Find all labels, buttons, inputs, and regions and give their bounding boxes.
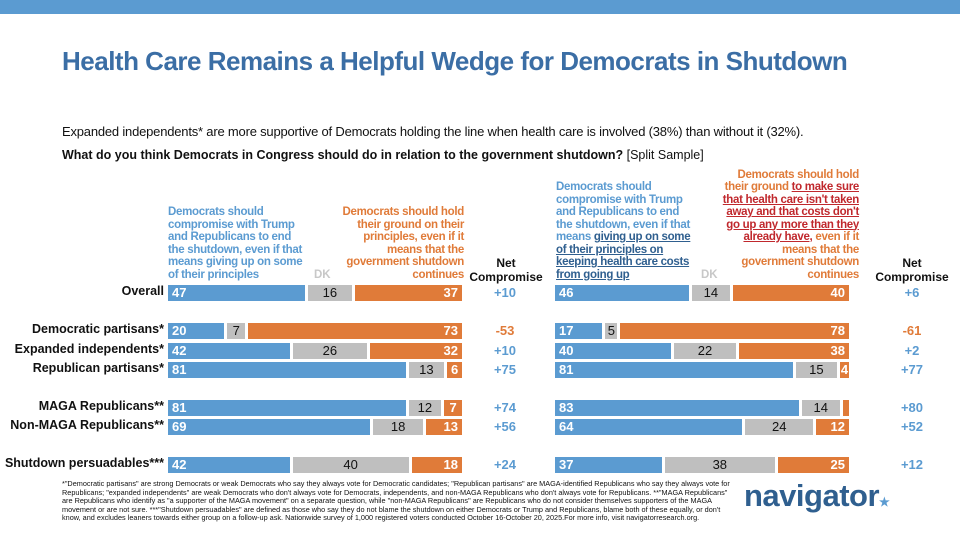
net-compromise-value: +74 bbox=[493, 400, 517, 415]
hold-bar: 78 bbox=[620, 323, 849, 339]
compromise-bar: 37 bbox=[555, 457, 662, 473]
left-net-header: Net Compromise bbox=[469, 256, 543, 284]
hold-bar: 32 bbox=[369, 343, 462, 359]
right-hold-text: Democrats should hold their ground bbox=[724, 168, 860, 194]
navigator-logo: navigator★ bbox=[744, 478, 890, 514]
compromise-bar: 83 bbox=[555, 400, 799, 416]
compromise-bar: 81 bbox=[555, 362, 793, 378]
hold-bar: 12 bbox=[816, 419, 849, 435]
row-label: MAGA Republicans** bbox=[38, 399, 164, 413]
hold-bar: 6 bbox=[447, 362, 462, 378]
hold-bar: 40 bbox=[733, 285, 849, 301]
compromise-bar: 81 bbox=[168, 400, 406, 416]
compromise-bar: 20 bbox=[168, 323, 225, 339]
dk-bar: 26 bbox=[292, 343, 367, 359]
compromise-bar: 64 bbox=[555, 419, 743, 435]
dk-bar: 14 bbox=[691, 285, 731, 301]
right-hold-text-end: even if it means that the government shu… bbox=[741, 231, 859, 281]
dk-bar: 18 bbox=[372, 419, 424, 435]
row-label: Overall bbox=[121, 284, 164, 298]
footnote: *"Democratic partisans" are strong Democ… bbox=[62, 479, 730, 522]
compromise-bar: 81 bbox=[168, 362, 406, 378]
net-compromise-value: +6 bbox=[904, 285, 920, 300]
question-text: What do you think Democrats in Congress … bbox=[62, 148, 624, 162]
page-title: Health Care Remains a Helpful Wedge for … bbox=[62, 46, 848, 76]
left-compromise-header: Democrats should compromise with Trump a… bbox=[168, 206, 303, 281]
hold-bar: 7 bbox=[444, 400, 462, 416]
right-net-header: Net Compromise bbox=[875, 256, 949, 284]
hold-bar: 37 bbox=[355, 285, 462, 301]
net-compromise-value: -53 bbox=[495, 323, 515, 338]
hold-bar: 13 bbox=[426, 419, 462, 435]
hold-bar bbox=[843, 400, 849, 416]
compromise-bar: 17 bbox=[555, 323, 603, 339]
right-compromise-text: Democrats should compromise with Trump a… bbox=[556, 181, 691, 243]
net-compromise-value: -61 bbox=[902, 323, 922, 338]
compromise-bar: 46 bbox=[555, 285, 689, 301]
hold-bar: 73 bbox=[248, 323, 462, 339]
dk-bar: 24 bbox=[745, 419, 814, 435]
dk-bar: 38 bbox=[664, 457, 775, 473]
top-bar bbox=[0, 0, 960, 14]
question-note: [Split Sample] bbox=[623, 148, 704, 162]
subtitle: Expanded independents* are more supporti… bbox=[62, 124, 804, 139]
compromise-bar: 47 bbox=[168, 285, 305, 301]
left-dk-header: DK bbox=[314, 269, 331, 281]
star-icon: ★ bbox=[879, 495, 890, 509]
net-compromise-value: +12 bbox=[900, 457, 924, 472]
hold-bar: 4 bbox=[840, 362, 849, 378]
dk-bar: 12 bbox=[408, 400, 442, 416]
hold-bar: 38 bbox=[739, 343, 849, 359]
dk-bar: 40 bbox=[292, 457, 409, 473]
row-label: Expanded independents* bbox=[14, 342, 164, 356]
net-compromise-value: +2 bbox=[904, 343, 920, 358]
row-label: Democratic partisans* bbox=[31, 322, 164, 336]
net-compromise-value: +10 bbox=[493, 343, 517, 358]
net-compromise-value: +77 bbox=[900, 362, 924, 377]
compromise-bar: 42 bbox=[168, 457, 290, 473]
net-compromise-value: +75 bbox=[493, 362, 517, 377]
net-compromise-value: +24 bbox=[493, 457, 517, 472]
dk-bar: 22 bbox=[673, 343, 737, 359]
net-compromise-value: +56 bbox=[493, 419, 517, 434]
right-dk-header: DK bbox=[701, 269, 718, 281]
row-label: Republican partisans* bbox=[32, 361, 164, 375]
dk-bar: 15 bbox=[795, 362, 838, 378]
right-compromise-emphasis: giving up on some of their principles on… bbox=[556, 231, 691, 281]
hold-bar: 25 bbox=[777, 457, 849, 473]
right-hold-emphasis: to make sure that health care isn't take… bbox=[722, 181, 860, 243]
row-label: Non-MAGA Republicans** bbox=[10, 418, 164, 432]
hold-bar: 18 bbox=[411, 457, 462, 473]
left-hold-header: Democrats should hold their ground on th… bbox=[342, 206, 465, 281]
row-label: Shutdown persuadables*** bbox=[4, 456, 164, 470]
dk-bar: 7 bbox=[227, 323, 246, 339]
net-compromise-value: +10 bbox=[493, 285, 517, 300]
compromise-bar: 40 bbox=[555, 343, 671, 359]
net-compromise-value: +80 bbox=[900, 400, 924, 415]
compromise-bar: 69 bbox=[168, 419, 370, 435]
net-compromise-value: +52 bbox=[900, 419, 924, 434]
dk-bar: 14 bbox=[801, 400, 841, 416]
logo-text: navigator bbox=[744, 478, 880, 513]
dk-bar: 13 bbox=[408, 362, 445, 378]
right-hold-header: Democrats should hold their ground to ma… bbox=[719, 168, 860, 282]
compromise-bar: 42 bbox=[168, 343, 290, 359]
question: What do you think Democrats in Congress … bbox=[62, 148, 704, 162]
dk-bar: 16 bbox=[307, 285, 353, 301]
dk-bar: 5 bbox=[605, 323, 618, 339]
right-compromise-header: Democrats should compromise with Trump a… bbox=[556, 181, 698, 281]
